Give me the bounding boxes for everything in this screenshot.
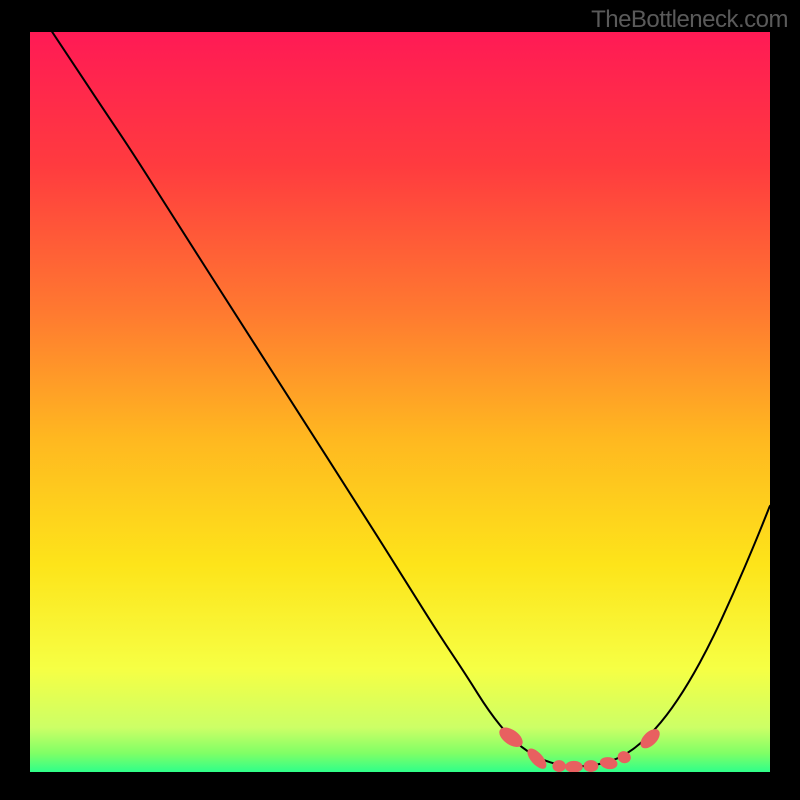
watermark-text: TheBottleneck.com xyxy=(591,6,788,34)
curve-marker xyxy=(552,760,565,772)
chart-container: TheBottleneck.com xyxy=(0,0,800,800)
curve-marker xyxy=(584,760,599,772)
bottleneck-curve-chart xyxy=(30,32,770,772)
plot-area xyxy=(30,32,770,772)
gradient-background xyxy=(30,32,770,772)
